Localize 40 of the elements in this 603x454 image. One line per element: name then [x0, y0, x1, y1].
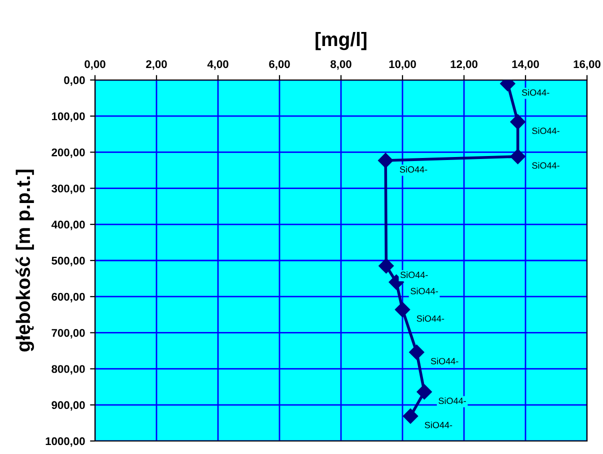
annotation: SiO44- — [416, 315, 444, 322]
x-tick-label: 4,00 — [207, 60, 228, 70]
annotation: SiO44- — [400, 166, 428, 173]
point — [402, 408, 418, 424]
annotation: SiO44- — [430, 358, 458, 364]
x-axis-title: [mg/l] — [316, 32, 366, 50]
x-tick-label: 12,00 — [450, 60, 478, 70]
annotation: SiO44- — [438, 397, 466, 404]
x-tick-label: 0,00 — [84, 60, 106, 70]
y-tick-label: 0,00 — [64, 76, 85, 86]
y-tick-label: 1000,00 — [46, 437, 85, 447]
point — [378, 152, 394, 168]
annotation: SiO44- — [532, 162, 560, 169]
y-tick-label: 700,00 — [52, 328, 85, 338]
y-tick-label: 600,00 — [52, 292, 85, 302]
y-tick-label: 100,00 — [52, 112, 85, 122]
y-tick-label: 200,00 — [52, 148, 85, 158]
point — [378, 258, 394, 274]
y-tick-label: 400,00 — [51, 220, 85, 230]
y-tick-label: 500,00 — [52, 256, 85, 266]
annotation: SiO44- — [424, 422, 452, 428]
y-tick-label: 800,00 — [52, 365, 85, 375]
point — [416, 384, 432, 400]
point — [510, 148, 526, 164]
point — [394, 302, 410, 318]
point — [510, 114, 526, 130]
x-tick-label: 10,00 — [389, 60, 416, 70]
x-tick-label: 6,00 — [269, 60, 290, 70]
annotation: SiO44- — [522, 89, 550, 96]
x-tick-label: 8,00 — [330, 60, 352, 70]
x-tick-label: 2,00 — [146, 60, 167, 70]
annotation: SiO44- — [532, 127, 560, 134]
y-tick-label: 300,00 — [52, 184, 85, 194]
point — [409, 344, 424, 360]
x-tick-label: 16,00 — [574, 60, 600, 70]
y-axis-title: głębokość [m p.p.t.] — [16, 170, 34, 352]
x-tick-label: 14,00 — [512, 60, 539, 70]
annotation: SiO44- — [400, 271, 428, 278]
y-tick-label: 900,00 — [52, 401, 85, 411]
annotation: SiO44- — [410, 288, 438, 294]
